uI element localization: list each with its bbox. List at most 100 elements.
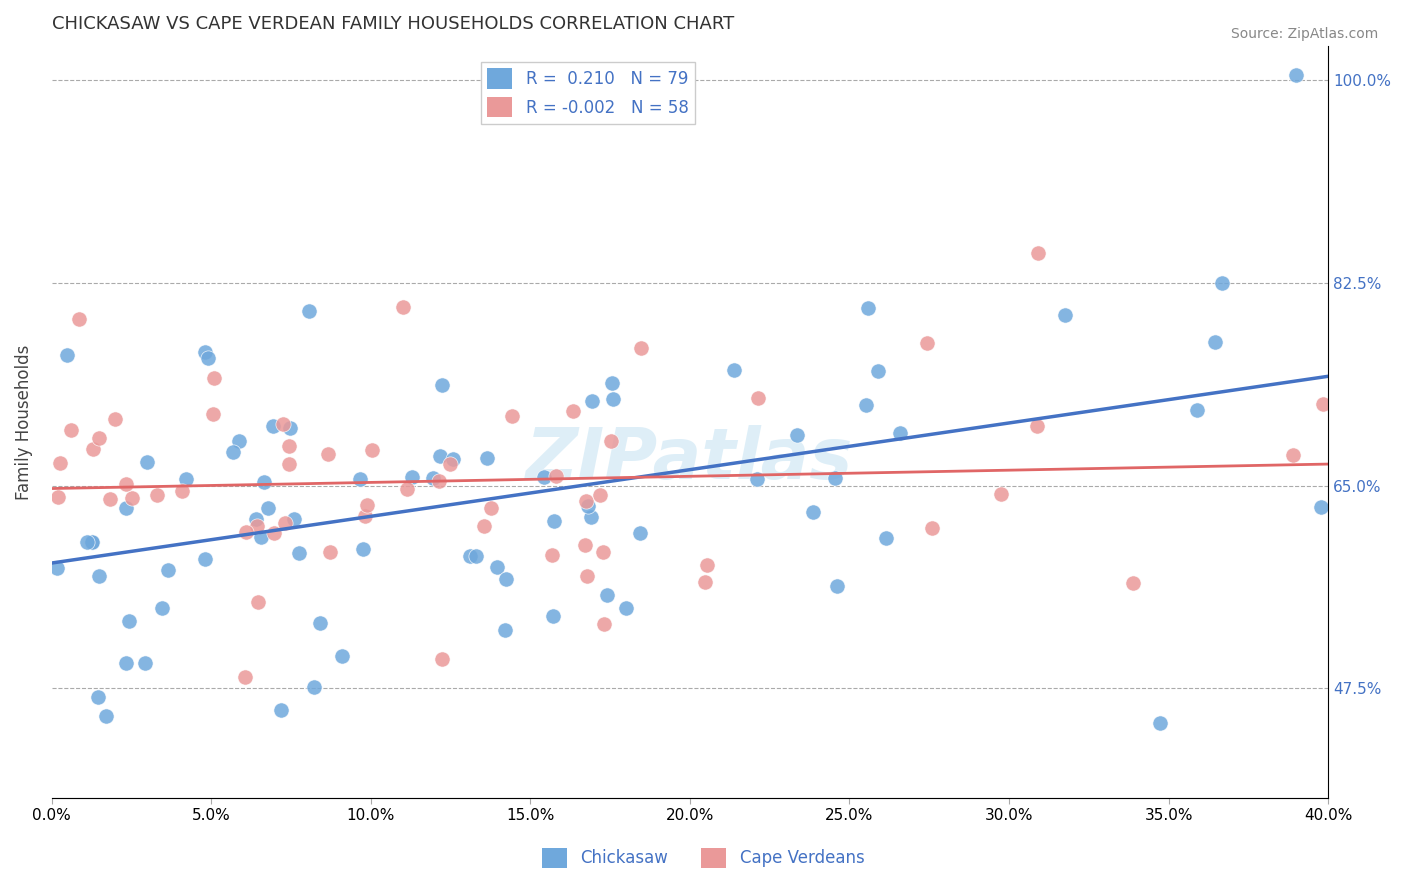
Point — [46, 490, 69, 504]
Point — [576, 499, 599, 513]
Point — [297, 304, 319, 318]
Point — [1026, 245, 1049, 260]
Point — [1187, 403, 1209, 417]
Point — [250, 530, 273, 544]
Point — [104, 411, 127, 425]
Point — [990, 487, 1012, 501]
Point — [273, 417, 295, 432]
Point — [824, 471, 846, 485]
Point — [422, 471, 444, 485]
Point — [855, 398, 877, 412]
Point — [145, 488, 167, 502]
Point — [87, 690, 110, 704]
Text: ZIPatlas: ZIPatlas — [526, 425, 853, 494]
Point — [825, 579, 848, 593]
Point — [221, 445, 243, 459]
Point — [136, 455, 159, 469]
Point — [247, 595, 270, 609]
Point — [696, 558, 718, 572]
Point — [581, 394, 603, 409]
Point — [472, 518, 495, 533]
Point — [628, 525, 651, 540]
Point — [1122, 575, 1144, 590]
Point — [392, 300, 415, 314]
Point — [581, 510, 603, 524]
Point — [889, 425, 911, 440]
Point — [1026, 419, 1049, 434]
Point — [1211, 276, 1233, 290]
Point — [1054, 308, 1077, 322]
Point — [856, 301, 879, 316]
Point — [1204, 334, 1226, 349]
Point — [302, 680, 325, 694]
Point — [278, 421, 301, 435]
Point — [319, 544, 342, 558]
Point — [263, 525, 285, 540]
Point — [270, 703, 292, 717]
Legend: R =  0.210   N = 79, R = -0.002   N = 58: R = 0.210 N = 79, R = -0.002 N = 58 — [481, 62, 695, 124]
Point — [595, 588, 617, 602]
Point — [501, 409, 523, 423]
Point — [197, 351, 219, 365]
Point — [574, 538, 596, 552]
Point — [80, 535, 103, 549]
Point — [170, 484, 193, 499]
Point — [278, 457, 301, 471]
Legend: Chickasaw, Cape Verdeans: Chickasaw, Cape Verdeans — [536, 841, 870, 875]
Point — [592, 544, 614, 558]
Point — [82, 442, 104, 456]
Point — [1149, 715, 1171, 730]
Point — [228, 434, 250, 448]
Point — [589, 488, 612, 502]
Point — [533, 470, 555, 484]
Point — [349, 472, 371, 486]
Point — [786, 428, 808, 442]
Point — [308, 616, 330, 631]
Point — [87, 569, 110, 583]
Point — [495, 572, 517, 586]
Point — [235, 524, 257, 539]
Point — [288, 546, 311, 560]
Text: CHICKASAW VS CAPE VERDEAN FAMILY HOUSEHOLDS CORRELATION CHART: CHICKASAW VS CAPE VERDEAN FAMILY HOUSEHO… — [52, 15, 734, 33]
Point — [458, 549, 481, 564]
Text: Source: ZipAtlas.com: Source: ZipAtlas.com — [1230, 27, 1378, 41]
Point — [427, 475, 450, 489]
Point — [1282, 448, 1305, 462]
Point — [432, 378, 454, 392]
Point — [202, 407, 225, 421]
Point — [49, 456, 72, 470]
Point — [245, 512, 267, 526]
Point — [576, 569, 599, 583]
Point — [541, 548, 564, 562]
Point — [278, 439, 301, 453]
Point — [745, 472, 768, 486]
Point — [114, 476, 136, 491]
Point — [395, 482, 418, 496]
Point — [194, 344, 217, 359]
Point — [98, 491, 121, 506]
Point — [464, 549, 486, 563]
Point — [801, 505, 824, 519]
Point — [352, 541, 374, 556]
Point — [354, 508, 377, 523]
Point — [115, 501, 138, 516]
Point — [150, 600, 173, 615]
Point — [202, 371, 225, 385]
Point — [575, 493, 598, 508]
Point — [439, 458, 461, 472]
Point — [94, 709, 117, 723]
Point — [283, 512, 305, 526]
Point — [441, 452, 464, 467]
Point — [475, 451, 498, 466]
Point — [479, 501, 502, 516]
Point — [121, 491, 143, 505]
Point — [316, 447, 339, 461]
Y-axis label: Family Households: Family Households — [15, 344, 32, 500]
Point — [541, 608, 564, 623]
Point — [1285, 68, 1308, 82]
Point — [561, 403, 583, 417]
Point — [257, 500, 280, 515]
Point — [174, 472, 197, 486]
Point — [915, 335, 938, 350]
Point — [1309, 500, 1331, 514]
